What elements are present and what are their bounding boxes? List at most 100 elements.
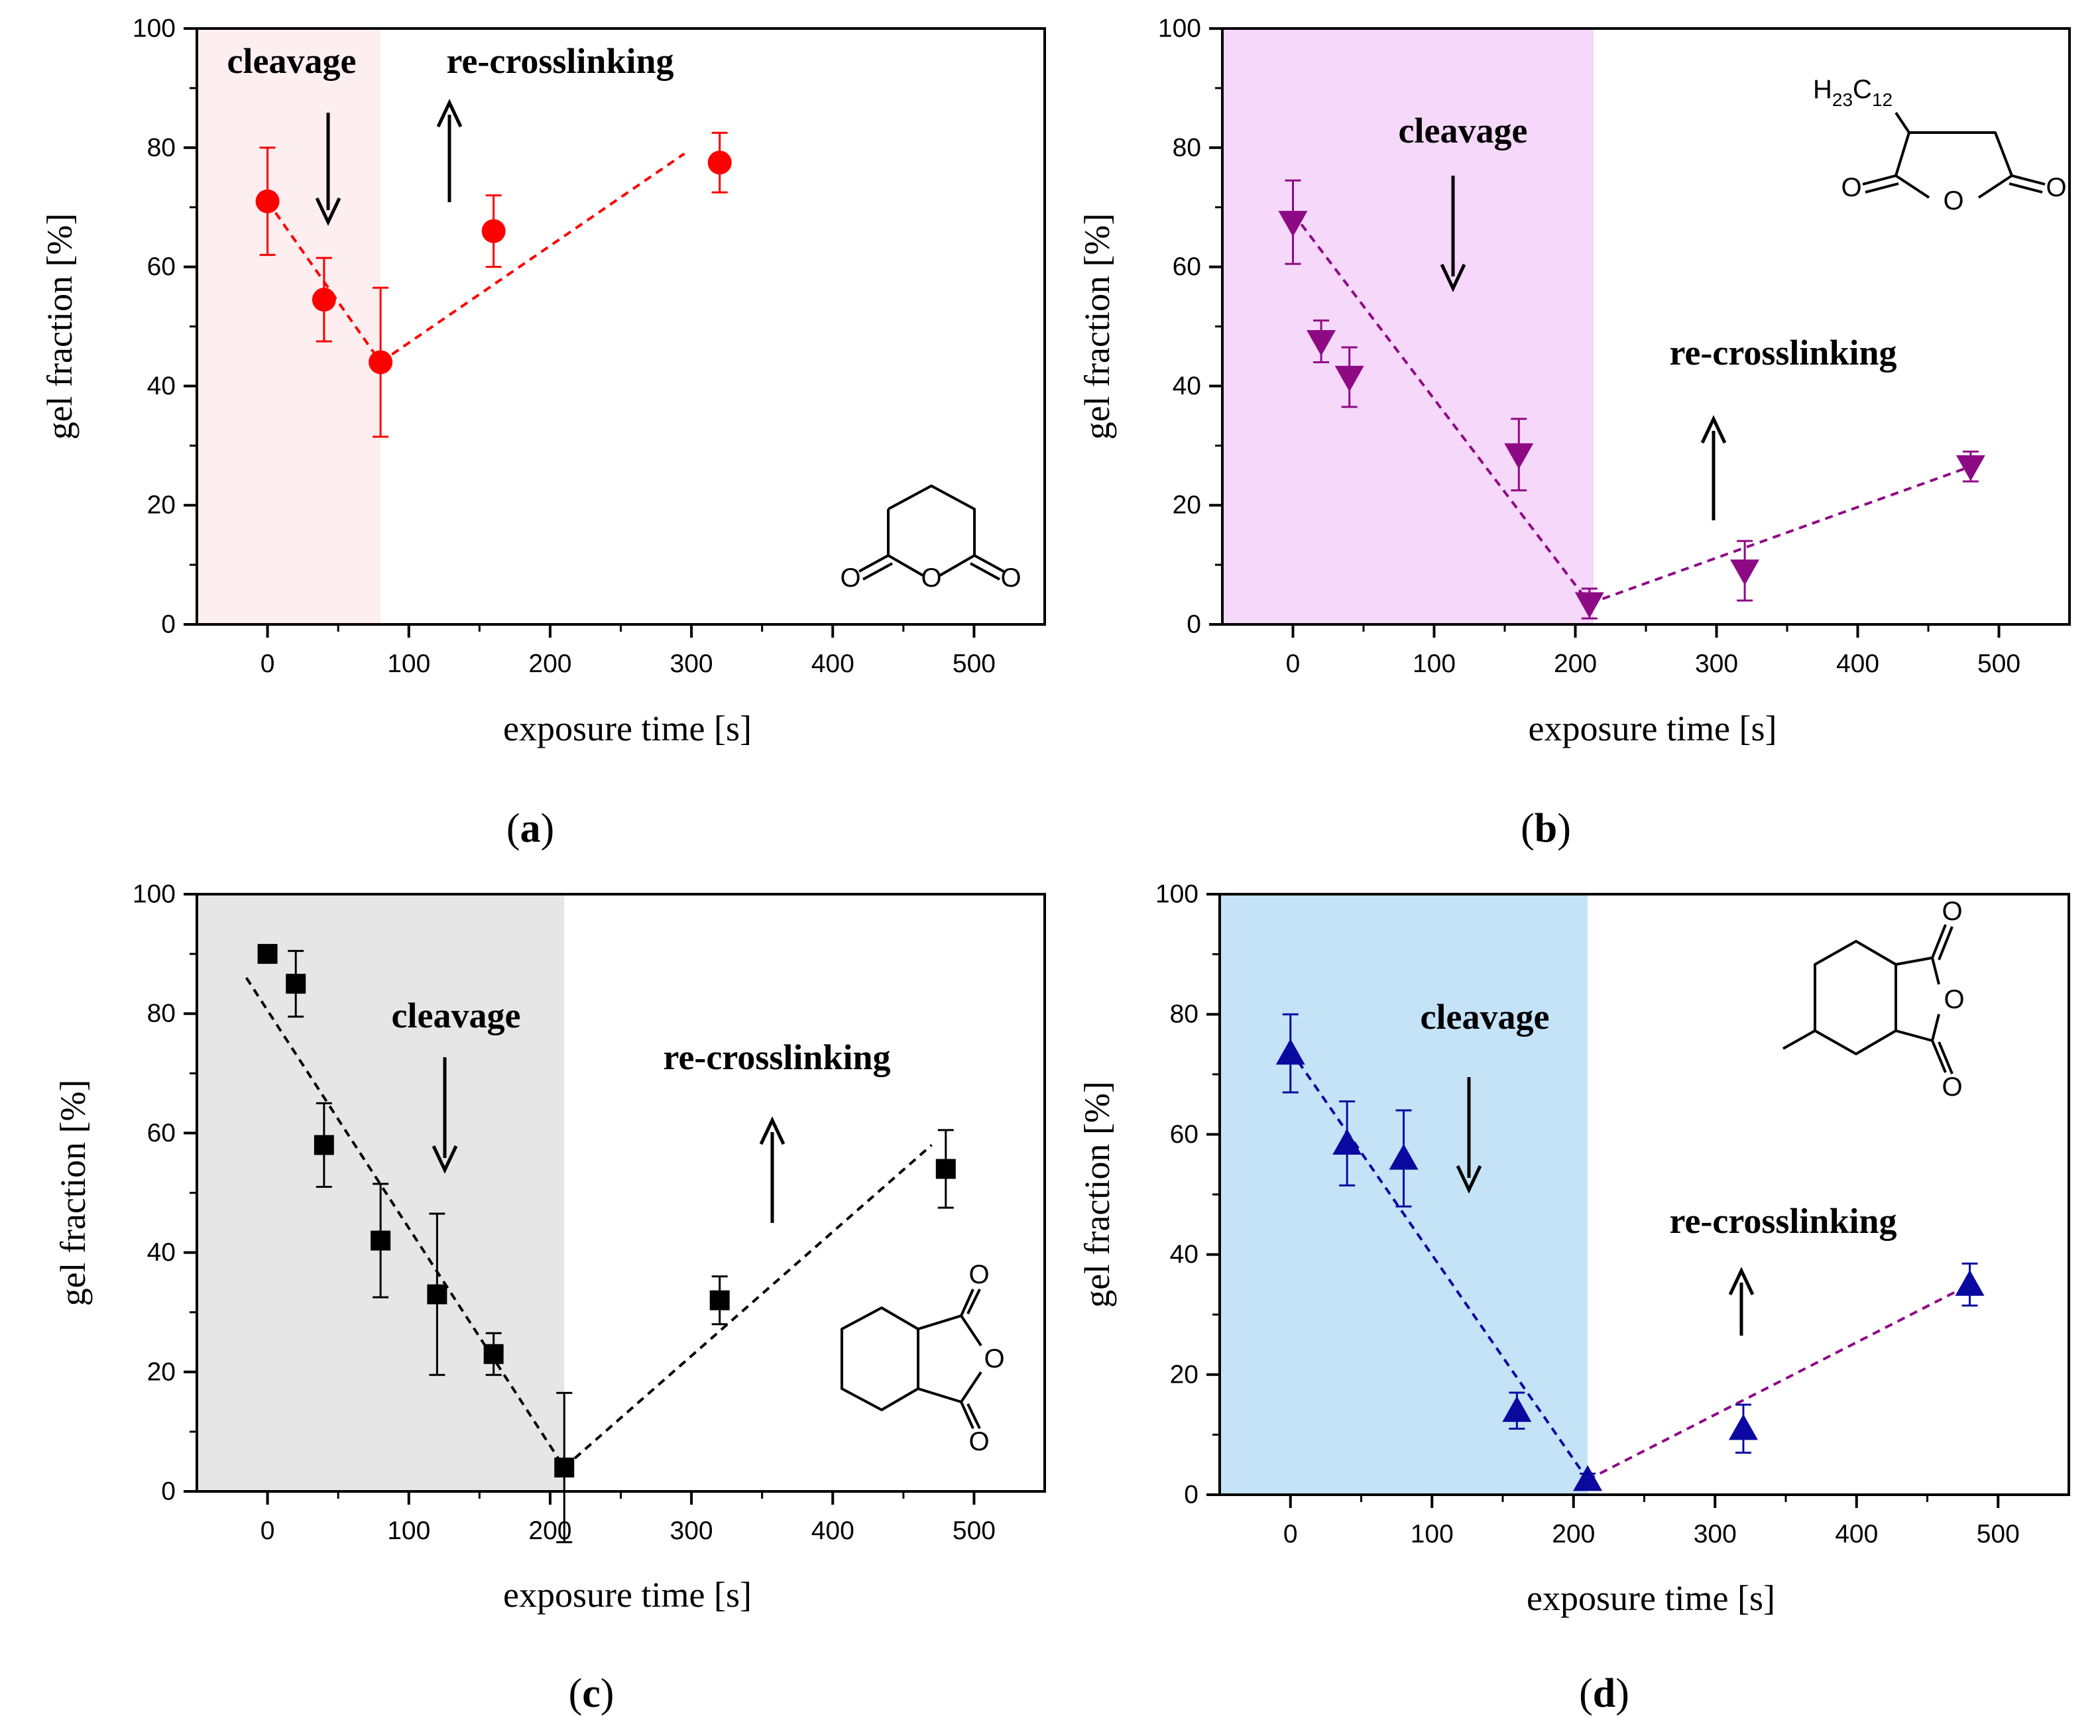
data-point <box>1955 1269 1985 1296</box>
data-point <box>1334 365 1364 392</box>
x-tick-label: 100 <box>1413 650 1456 678</box>
cleavage-arrow-head <box>1456 1165 1482 1194</box>
ring-bonds <box>887 485 976 577</box>
x-tick-label: 300 <box>1694 1520 1737 1548</box>
data-point <box>1502 1396 1532 1422</box>
x-tick-label: 500 <box>953 650 996 678</box>
recrosslinking-arrow-head <box>436 99 463 128</box>
y-tick-label: 40 <box>1170 1240 1198 1269</box>
cleavage-region <box>197 29 381 624</box>
data-point <box>427 1284 447 1304</box>
trend-line-2 <box>563 1143 933 1469</box>
x-tick-label: 100 <box>1411 1520 1454 1548</box>
cleavage-label: cleavage <box>227 41 357 81</box>
ring-oxygen: O <box>1943 186 1963 215</box>
y-tick-label: 40 <box>1173 372 1201 400</box>
y-axis-title: gel fraction [%] <box>53 1080 93 1306</box>
x-tick-label: 0 <box>261 650 275 678</box>
trend-line-1 <box>1289 1049 1589 1481</box>
y-tick-label: 80 <box>147 133 176 162</box>
x-tick-label: 0 <box>261 1517 275 1545</box>
x-tick-label: 200 <box>1554 650 1597 678</box>
anhydride-structure: H23C12 O O O <box>1813 75 2067 215</box>
anhydride-bonds <box>917 1289 982 1429</box>
panel-b: 0 100 200 300 400 500 0 20 40 60 80 100 exposure tim… <box>1077 15 2071 851</box>
y-tick-label: 80 <box>147 1000 176 1028</box>
carbonyl-oxygen-left: O <box>1841 173 1861 202</box>
trend-line-1 <box>1291 212 1591 605</box>
recrosslinking-label: re-crosslinking <box>446 41 673 81</box>
x-tick-label: 200 <box>1552 1520 1595 1548</box>
carbonyl-oxygen-right: O <box>2046 173 2066 202</box>
data-point <box>314 1135 334 1155</box>
x-tick-label: 200 <box>528 1517 571 1545</box>
carbonyl-oxygen-left: O <box>840 563 860 593</box>
y-axis-title: gel fraction [%] <box>1077 213 1117 440</box>
data-point <box>1275 1039 1305 1065</box>
x-tick-label: 400 <box>1835 1520 1878 1548</box>
ring-bonds <box>1895 111 2013 199</box>
y-tick-label: 0 <box>161 610 176 639</box>
y-tick-label: 60 <box>1173 253 1201 281</box>
y-tick-label: 100 <box>1158 15 1201 43</box>
data-point <box>312 288 336 312</box>
data-point <box>1307 329 1336 356</box>
x-axis-title: exposure time [s] <box>1529 709 1777 748</box>
x-tick-label: 200 <box>528 650 571 678</box>
x-tick-label: 500 <box>1977 650 2020 678</box>
y-tick-label: 0 <box>1184 1481 1198 1509</box>
carbonyl-oxygen-bottom: O <box>968 1427 989 1456</box>
y-tick-label: 20 <box>1173 491 1201 520</box>
trend-line-2 <box>1589 465 1971 605</box>
x-tick-label: 300 <box>670 1517 713 1545</box>
data-point <box>1278 211 1308 237</box>
x-tick-label: 500 <box>1977 1520 2020 1548</box>
cleavage-label: cleavage <box>1399 111 1528 150</box>
x-tick-label: 400 <box>811 1517 854 1545</box>
x-tick-label: 300 <box>1695 650 1738 678</box>
data-point <box>1389 1143 1419 1170</box>
data-point <box>371 1230 391 1251</box>
data-point <box>935 1159 956 1179</box>
panel-label: (a) <box>506 806 554 851</box>
panel-label: (b) <box>1521 806 1571 851</box>
recrosslinking-arrow-head <box>759 1116 786 1145</box>
panel-a: 0 100 200 300 400 500 0 20 40 60 80 100 exposure tim… <box>40 15 1046 851</box>
panel-d: 0 100 200 300 400 500 0 20 40 60 80 100 exposure tim… <box>1077 880 2070 1716</box>
data-point <box>1504 443 1534 469</box>
data-point <box>483 1344 504 1364</box>
cleavage-label: cleavage <box>392 996 521 1035</box>
cleavage-region <box>1222 29 1594 624</box>
panel-c: 0 100 200 300 400 500 0 20 40 60 80 100 exposure tim… <box>53 880 1046 1716</box>
ring-oxygen: O <box>984 1344 1004 1373</box>
recrosslinking-label: re-crosslinking <box>1669 333 1896 373</box>
cleavage-arrow-head <box>1440 263 1466 292</box>
y-tick-label: 20 <box>1170 1360 1198 1389</box>
anhydride-bonds <box>1895 924 1954 1074</box>
ring-oxygen: O <box>921 563 941 593</box>
carbonyl-oxygen-bottom: O <box>1942 1072 1962 1102</box>
cleavage-label: cleavage <box>1421 997 1550 1037</box>
y-tick-label: 0 <box>1187 610 1201 639</box>
data-point <box>257 944 278 964</box>
y-tick-label: 20 <box>147 491 176 520</box>
x-axis-title: exposure time [s] <box>1527 1578 1775 1618</box>
y-tick-label: 100 <box>133 15 176 43</box>
x-tick-label: 0 <box>1286 650 1301 678</box>
carbonyl-oxygen-right: O <box>1000 563 1021 593</box>
recrosslinking-label: re-crosslinking <box>663 1037 890 1077</box>
carbonyl-bonds <box>1862 174 2046 194</box>
x-tick-label: 400 <box>1836 650 1879 678</box>
data-point <box>709 1290 730 1310</box>
carbonyl-oxygen-top: O <box>1942 897 1962 926</box>
y-tick-label: 40 <box>147 372 176 400</box>
trend-line-2 <box>1587 1283 1971 1481</box>
data-point <box>255 189 280 213</box>
x-tick-label: 400 <box>811 650 854 678</box>
carbonyl-oxygen-top: O <box>968 1260 989 1289</box>
y-tick-label: 100 <box>133 880 176 909</box>
cleavage-arrow-head <box>315 197 341 226</box>
dodecyl-substituent: H23C12 <box>1813 75 1893 110</box>
cyclohexane-ring <box>841 1306 919 1411</box>
